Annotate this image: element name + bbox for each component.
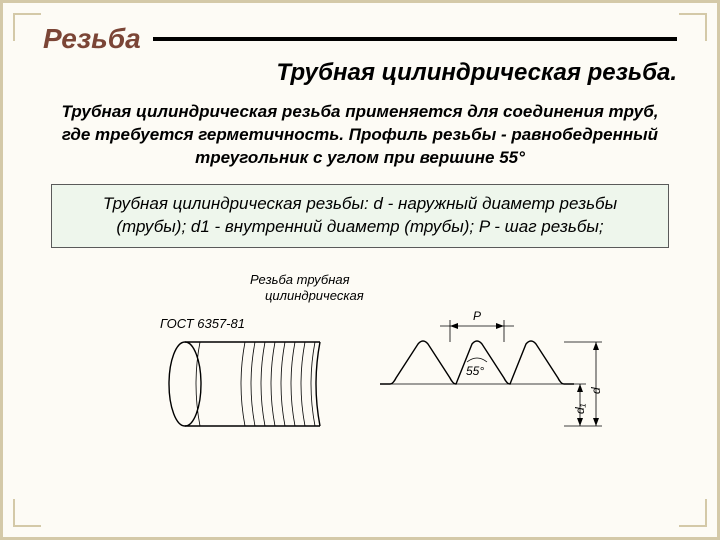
outer-dia-label: d [589,387,603,394]
figure-caption-1: Резьба трубная [250,272,350,287]
inner-dia-label: d₁ [573,403,587,414]
page-title: Трубная цилиндрическая резьба. [43,59,677,87]
header-rule [153,37,677,41]
thread-diagram: Резьба трубная цилиндрическая ГОСТ 6357-… [100,266,620,466]
pipe-illustration [169,342,320,426]
figure-standard: ГОСТ 6357-81 [160,316,245,331]
angle-label: 55° [466,364,484,378]
figure-caption-2: цилиндрическая [265,288,364,303]
header-row: Резьба [43,23,677,55]
thread-profile: P 55° d₁ [380,309,603,426]
kicker: Резьба [43,23,141,55]
definition-callout: Трубная цилиндрическая резьбы: d - наруж… [51,184,669,248]
pitch-label: P [473,309,481,323]
slide-content: Резьба Трубная цилиндрическая резьба. Тр… [3,3,717,471]
figure: Резьба трубная цилиндрическая ГОСТ 6357-… [43,266,677,471]
lead-paragraph: Трубная цилиндрическая резьба применяетс… [43,101,677,170]
